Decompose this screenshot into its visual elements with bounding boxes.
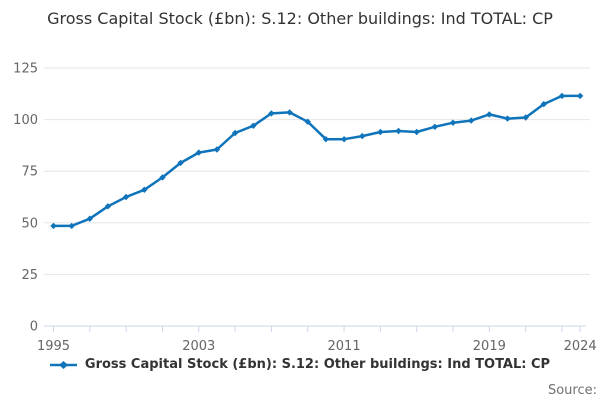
svg-text:100: 100 [13,113,38,128]
svg-text:2024: 2024 [564,339,597,354]
svg-text:75: 75 [21,165,38,180]
svg-text:0: 0 [30,320,38,335]
svg-text:2011: 2011 [328,339,361,354]
svg-text:50: 50 [21,216,38,231]
svg-text:1995: 1995 [37,339,70,354]
chart-title: Gross Capital Stock (£bn): S.12: Other b… [47,9,553,28]
source-label: Source: [547,383,597,398]
svg-text:125: 125 [13,62,38,77]
svg-text:2003: 2003 [182,339,215,354]
svg-text:2019: 2019 [473,339,506,354]
legend-item[interactable]: Gross Capital Stock (£bn): S.12: Other b… [0,357,600,372]
svg-text:25: 25 [21,268,38,283]
legend-label: Gross Capital Stock (£bn): S.12: Other b… [84,357,551,372]
legend-marker-icon [49,360,77,369]
plot-area: 0 25 50 75 100 125 1995 2003 2011 2019 2024 [13,62,597,355]
